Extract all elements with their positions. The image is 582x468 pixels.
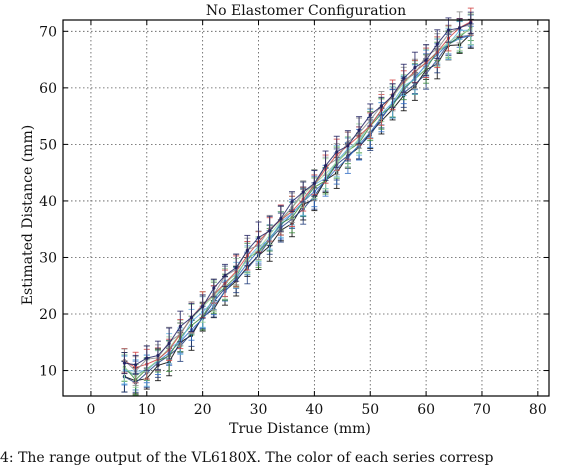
data-point xyxy=(245,248,249,253)
data-point xyxy=(134,363,138,367)
y-axis-label: Estimated Distance (mm) xyxy=(20,125,36,305)
data-point xyxy=(390,93,395,98)
grid xyxy=(63,20,549,396)
y-tick-label: 20 xyxy=(39,307,57,323)
x-tick-label: 30 xyxy=(250,402,268,418)
series-7 xyxy=(121,11,474,386)
x-axis-label: True Distance (mm) xyxy=(229,421,371,437)
data-point xyxy=(402,76,406,80)
data-point xyxy=(413,65,417,70)
series-line xyxy=(124,35,471,384)
series-line xyxy=(124,29,471,372)
x-tick-label: 50 xyxy=(361,402,379,418)
data-point xyxy=(446,28,451,32)
data-point xyxy=(357,128,361,132)
data-point xyxy=(290,200,294,204)
data-point xyxy=(212,286,216,290)
x-tick-label: 10 xyxy=(138,402,156,418)
data-point xyxy=(323,164,328,168)
x-tick-label: 0 xyxy=(86,402,95,418)
series-line xyxy=(124,24,471,372)
chart-title: No Elastomer Configuration xyxy=(206,3,406,19)
x-tick-label: 40 xyxy=(305,402,323,418)
data-point xyxy=(256,235,261,240)
data-point xyxy=(156,353,160,358)
data-point xyxy=(189,315,194,320)
y-tick-label: 10 xyxy=(39,364,57,380)
y-tick-label: 50 xyxy=(39,137,57,153)
data-point xyxy=(201,304,205,309)
plot-frame xyxy=(62,19,550,397)
data-point xyxy=(223,273,227,278)
data-point xyxy=(268,229,272,233)
data-point xyxy=(279,216,283,221)
y-tick-label: 60 xyxy=(39,81,57,97)
data-point xyxy=(301,190,305,194)
data-point xyxy=(145,356,149,360)
y-tick-label: 70 xyxy=(39,24,57,40)
ticks: 0 10 20 30 40 50 60 70 80 10 20 30 40 50 60 70 xyxy=(39,20,549,418)
data-point xyxy=(458,26,462,30)
x-tick-label: 20 xyxy=(194,402,212,418)
data-point xyxy=(346,144,350,148)
data-point xyxy=(234,266,238,270)
x-tick-label: 60 xyxy=(417,402,435,418)
data-point xyxy=(122,361,127,365)
data-point xyxy=(368,113,372,117)
data-point xyxy=(178,324,182,329)
data-point xyxy=(435,42,439,46)
data-point xyxy=(312,181,316,185)
data-point xyxy=(469,21,473,25)
series-line xyxy=(124,22,472,366)
x-tick-label: 80 xyxy=(529,402,547,418)
y-tick-label: 30 xyxy=(39,250,57,266)
x-tick-label: 70 xyxy=(473,402,491,418)
series-group xyxy=(121,7,474,396)
data-point xyxy=(424,58,428,62)
data-point xyxy=(379,104,384,108)
series-8 xyxy=(121,11,474,375)
figure-caption: 4: The range output of the VL6180X. The … xyxy=(0,450,493,466)
data-point xyxy=(335,150,339,154)
y-tick-label: 40 xyxy=(39,194,57,210)
data-point xyxy=(167,341,171,346)
